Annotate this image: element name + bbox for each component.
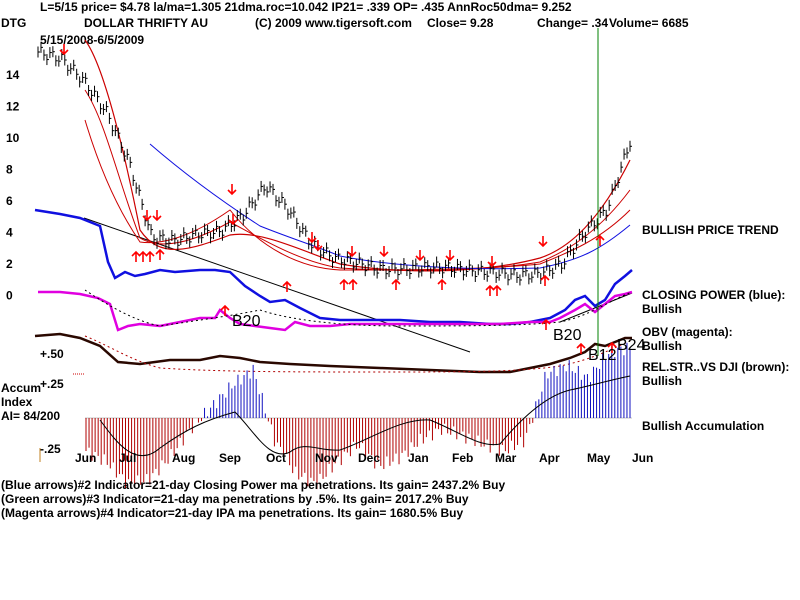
ma-long-red [84, 39, 631, 272]
annotation-b12: B12 [588, 347, 617, 364]
annotation-b20-b: B20 [553, 327, 582, 344]
accum-minus25: -.25 [40, 442, 61, 456]
ticker-symbol: DTG [1, 16, 26, 30]
sell-arrow-icon [347, 246, 357, 258]
change-value: Change= .34 [537, 16, 608, 30]
label-trend: BULLISH PRICE TREND [642, 223, 779, 237]
sell-arrow-icon [538, 236, 548, 248]
buy-arrow-icon [437, 278, 447, 290]
x-month-label: Jun [75, 451, 96, 465]
signal-arrows [59, 44, 617, 354]
obv-ma-dotted [84, 289, 633, 327]
buy-arrow-icon [391, 278, 401, 290]
y-tick-label: 4 [6, 226, 13, 240]
buy-arrow-icon [607, 341, 617, 353]
footer-line-3: (Magenta arrows)#4 Indicator=21-day IPA … [1, 506, 463, 520]
buy-arrow-icon [339, 278, 349, 290]
x-month-label: Sep [219, 451, 241, 465]
sell-arrow-icon [142, 210, 152, 222]
y-axis-ticks: 14 12 10 8 6 4 2 0 [6, 68, 20, 303]
sell-arrow-icon [415, 250, 425, 262]
accum-title: Accum [1, 381, 41, 395]
x-month-label: Dec [358, 451, 380, 465]
accum-plus50: +.50 [40, 347, 64, 361]
x-month-label: Apr [539, 451, 560, 465]
x-month-label: Feb [452, 451, 473, 465]
close-value: Close= 9.28 [427, 16, 494, 30]
sell-arrow-icon [487, 256, 497, 268]
footer-line-1: (Blue arrows)#2 Indicator=21-day Closing… [1, 478, 505, 492]
sell-arrow-icon [152, 210, 162, 222]
ma-mid-red [84, 89, 631, 271]
volume-value: Volume= 6685 [609, 16, 689, 30]
label-closing-power-status: Bullish [642, 302, 682, 316]
buy-arrow-icon [220, 304, 230, 316]
label-obv: OBV (magenta): [642, 325, 733, 339]
annotation-b20-a: B20 [232, 313, 261, 330]
sell-arrow-icon [227, 184, 237, 196]
x-month-label: Aug [172, 451, 195, 465]
x-month-label: Oct [266, 451, 286, 465]
obv-line [38, 290, 633, 332]
label-accumulation: Bullish Accumulation [642, 419, 764, 433]
sell-arrow-icon [313, 240, 323, 252]
x-month-label: Mar [495, 451, 517, 465]
buy-arrow-icon [282, 280, 292, 292]
accum-subtitle: Index [1, 395, 33, 409]
buy-arrow-icon [131, 250, 141, 262]
x-month-label: Jun [632, 451, 653, 465]
buy-arrow-icon [541, 318, 551, 330]
sell-arrow-icon [379, 246, 389, 258]
sell-arrow-icon [59, 44, 69, 56]
date-range: 5/15/2008-6/5/2009 [40, 33, 144, 47]
label-closing-power: CLOSING POWER (blue): [642, 288, 785, 302]
annotation-b24: B24 [617, 337, 646, 354]
x-month-label: Jul [119, 451, 136, 465]
buy-arrow-icon [485, 284, 495, 296]
y-tick-label: 2 [6, 257, 13, 271]
label-relstr-status: Bullish [642, 374, 682, 388]
buy-arrow-icon [595, 234, 605, 246]
ma-short-red [84, 119, 631, 271]
footer-line-2: (Green arrows)#3 Indicator=21-day ma pen… [1, 492, 469, 506]
label-relstr: REL.STR..VS DJI (brown): [642, 360, 789, 374]
company-name: DOLLAR THRIFTY AU [84, 16, 208, 30]
y-tick-label: 12 [6, 100, 20, 114]
buy-arrow-icon [540, 274, 550, 286]
relstr-ma-dotted [84, 335, 633, 373]
buy-arrow-icon [348, 278, 358, 290]
y-tick-label: 8 [6, 163, 13, 177]
header-stats: L=5/15 price= $4.78 la/ma=1.305 21dma.ro… [40, 0, 572, 14]
x-month-label: Nov [315, 451, 338, 465]
label-obv-status: Bullish [642, 339, 682, 353]
uptrend-line [559, 292, 633, 323]
x-month-label: Jan [408, 451, 429, 465]
y-tick-label: 6 [6, 194, 13, 208]
sell-arrow-icon [445, 250, 455, 262]
buy-arrow-icon [145, 250, 155, 262]
accum-bars [85, 342, 631, 490]
closing-power-line [34, 208, 633, 326]
copyright: (C) 2009 www.tigersoft.com [255, 16, 412, 30]
buy-arrow-icon [492, 284, 502, 296]
downtrend-line [83, 217, 471, 353]
buy-arrow-icon [138, 250, 148, 262]
accum-ma-line [99, 375, 631, 456]
sell-arrow-icon [307, 232, 317, 244]
sell-arrow-icon [228, 214, 238, 226]
x-month-label: May [587, 451, 611, 465]
buy-arrow-icon [155, 248, 165, 260]
x-axis-months: Jun Jul Aug Sep Oct Nov Dec Jan Feb Mar Apr May Jun [75, 451, 653, 465]
accum-ai-value: AI= 84/200 [1, 409, 60, 423]
y-tick-label: 10 [6, 131, 20, 145]
accum-plus25: +.25 [40, 377, 64, 391]
price-bars [37, 41, 632, 286]
y-tick-label: 14 [6, 68, 20, 82]
y-tick-label: 0 [6, 289, 13, 303]
buy-arrow-icon [576, 342, 586, 354]
relative-strength-line [34, 332, 632, 374]
